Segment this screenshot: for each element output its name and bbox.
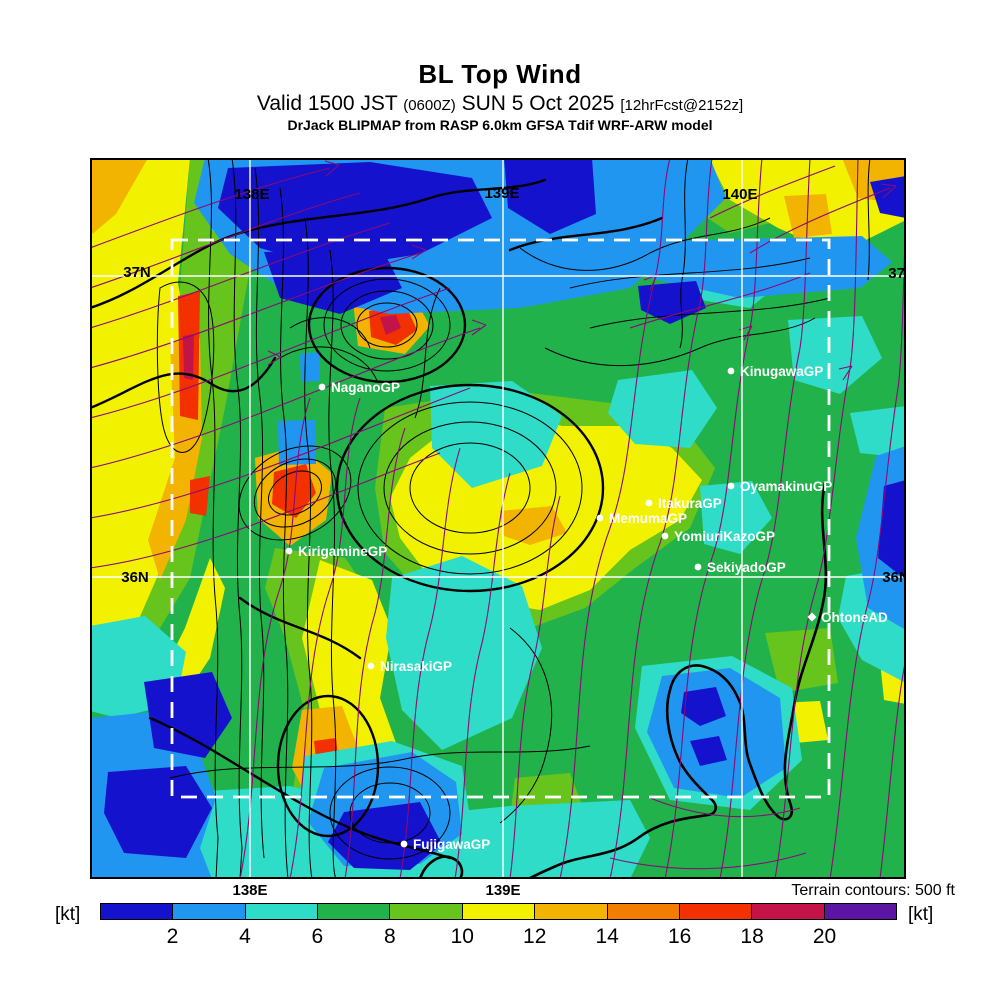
- bottom-axis-labels: Terrain contours: 500 ft 138E 139E: [0, 882, 1000, 902]
- colorbar-segment: [101, 904, 174, 919]
- colorbar-tick: 14: [595, 925, 619, 948]
- colorbar-tick: 18: [740, 925, 764, 948]
- colorbar-segment: [462, 904, 536, 919]
- unit-label-right: [kt]: [908, 904, 934, 925]
- station-label: FujigawaGP: [413, 837, 490, 852]
- colorbar-segment: [824, 904, 896, 919]
- station-marker-icon: [807, 612, 817, 622]
- station-marker-icon: [661, 532, 669, 540]
- axis-label: 138E: [232, 882, 268, 899]
- graticule: [90, 158, 906, 879]
- station-marker-icon: [596, 514, 604, 522]
- colorbar-segment: [607, 904, 680, 919]
- station-label: OyamakinuGP: [740, 479, 832, 494]
- grid-label: 140E: [722, 186, 757, 203]
- colorbar-segment: [173, 904, 246, 919]
- station-markers: NaganoGP KinugawaGP OyamakinuGP ItakuraGPMe…: [285, 364, 888, 852]
- colorbar-tick: 8: [383, 925, 396, 948]
- station-label: ItakuraGP: [658, 496, 722, 511]
- station-label: NaganoGP: [331, 380, 400, 395]
- valid-forecast: [12hrFcst@2152z]: [620, 96, 744, 114]
- station-marker-icon: [400, 840, 408, 848]
- colorbar-tick: 2: [166, 925, 179, 948]
- coastline: [418, 481, 828, 879]
- terrain-contours-thin: [156, 158, 871, 879]
- station-marker-icon: [727, 367, 735, 375]
- layer-crimson: [183, 315, 401, 380]
- station-marker-icon: [367, 662, 375, 670]
- wind-map-svg: 138E 139E 140E 37N 37N 36N 36N NaganoGP Kinugaw…: [90, 158, 906, 879]
- valid-line: Valid 1500 JST (0600Z) SUN 5 Oct 2025 [1…: [0, 92, 1000, 116]
- colorbar-segment: [318, 904, 391, 919]
- station-label: OhtoneAD: [821, 610, 888, 625]
- colorbar-tick: 20: [812, 925, 837, 948]
- station-marker-icon: [727, 482, 735, 490]
- colorbar-tick: 12: [523, 925, 547, 948]
- colorbar-tick: 6: [311, 925, 324, 948]
- station-marker-icon: [694, 563, 702, 571]
- axis-label: 139E: [485, 882, 521, 899]
- colorbar: [100, 903, 897, 920]
- colorbar-tick: 10: [450, 925, 474, 948]
- valid-zulu: (0600Z): [403, 96, 456, 114]
- model-line: DrJack BLIPMAP from RASP 6.0km GFSA Tdif…: [287, 117, 713, 134]
- grid-label: 138E: [234, 186, 269, 203]
- inner-domain-box: [170, 238, 831, 799]
- unit-label-left: [kt]: [55, 904, 81, 925]
- valid-time: Valid 1500 JST: [256, 91, 398, 115]
- streamlines: [90, 158, 906, 879]
- colorbar-segment: [245, 904, 319, 919]
- colorbar-segment: [535, 904, 608, 919]
- station-label: YomiuriKazoGP: [674, 529, 775, 544]
- colorbar-segment: [390, 904, 463, 919]
- map-canvas: 138E 139E 140E 37N 37N 36N 36N NaganoGP Kinugaw…: [90, 158, 906, 879]
- page-title: BL Top Wind: [418, 59, 582, 89]
- colorbar-tick: 16: [667, 925, 692, 948]
- grid-labels: 138E 139E 140E 37N 37N 36N 36N: [121, 185, 906, 586]
- grid-label: 36N: [121, 569, 149, 586]
- terrain-contours-thick: [90, 178, 664, 860]
- station-label: NirasakiGP: [380, 659, 452, 674]
- colorbar-tick: 4: [239, 925, 251, 948]
- title-block: BL Top Wind Valid 1500 JST (0600Z) SUN 5…: [0, 59, 1000, 134]
- station-marker-icon: [645, 499, 653, 507]
- colorbar-segment: [679, 904, 753, 919]
- layer-darkblue: [104, 158, 906, 870]
- station-marker-icon: [318, 383, 326, 391]
- valid-date: SUN 5 Oct 2025: [461, 91, 615, 115]
- station-marker-icon: [285, 547, 293, 555]
- terrain-note: Terrain contours: 500 ft: [791, 882, 955, 899]
- grid-label: 37N: [123, 264, 151, 281]
- station-label: KirigamineGP: [298, 544, 387, 559]
- colorbar-segment: [752, 904, 825, 919]
- map-border: [90, 158, 906, 879]
- grid-label: 36N: [882, 569, 906, 586]
- grid-label: 37N: [888, 265, 906, 282]
- station-label: MemumaGP: [609, 511, 687, 526]
- station-label: SekiyadoGP: [707, 560, 786, 575]
- colorbar-area: [kt] 2 4 6 8 10 12 14 16 18 20 [kt]: [0, 903, 1000, 963]
- grid-label: 139E: [484, 185, 519, 202]
- station-label: KinugawaGP: [740, 364, 823, 379]
